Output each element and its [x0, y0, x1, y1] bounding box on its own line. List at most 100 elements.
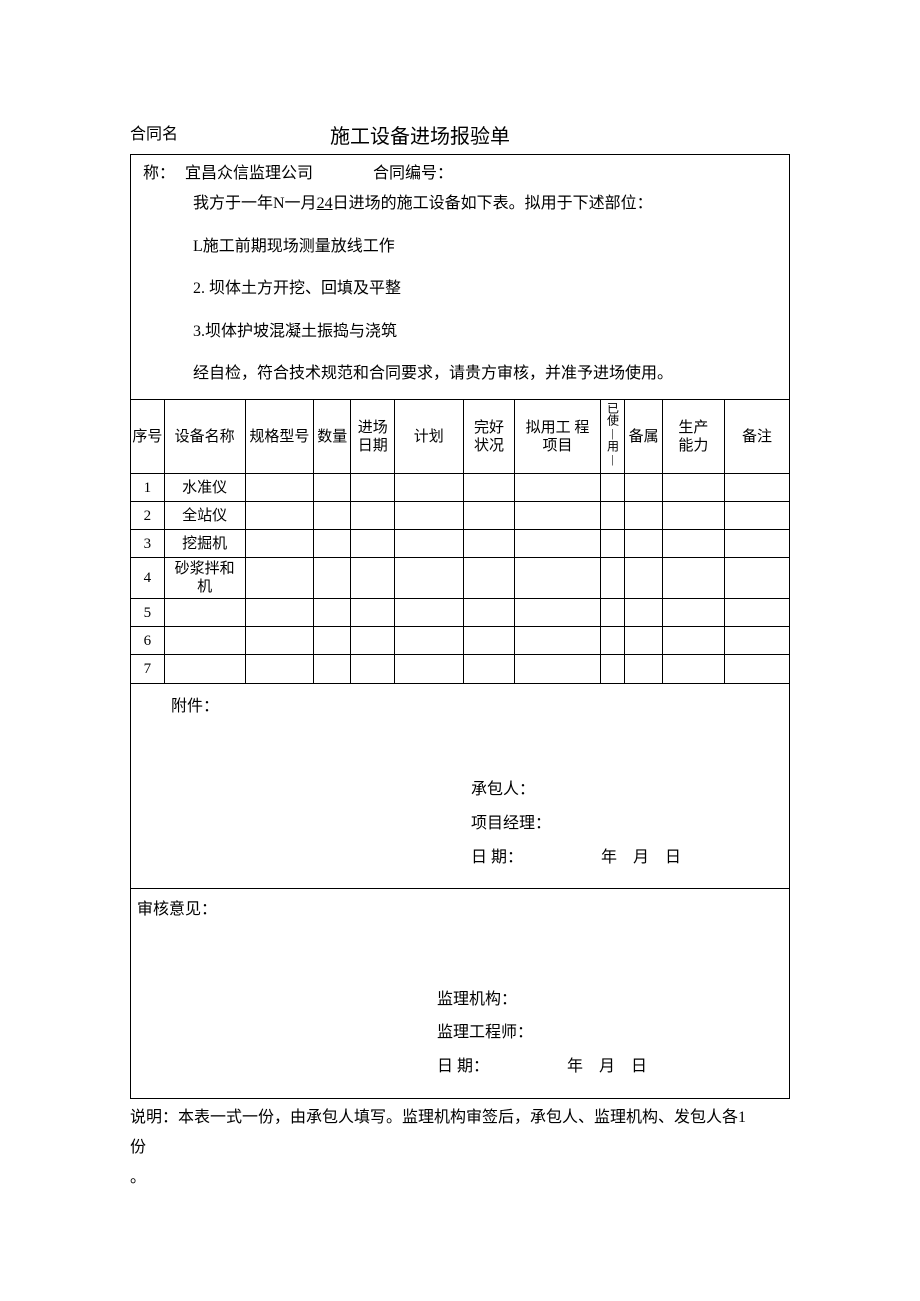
contractor-section: 附件： 承包人： 项目经理： 日 期： 年 月 日 [131, 683, 789, 888]
cell-empty [395, 502, 463, 530]
contractor-date-fill: 年 月 日 [601, 841, 687, 875]
cell-empty [395, 530, 463, 558]
cell-name: 挖掘机 [164, 530, 245, 558]
cell-empty [515, 558, 600, 599]
cell-name: 水准仪 [164, 474, 245, 502]
cell-empty [600, 627, 625, 655]
intro-day: 24 [317, 195, 333, 212]
contract-name-label: 合同名 [130, 120, 178, 144]
cell-empty [463, 502, 515, 530]
supervision-eng-label: 监理工程师： [437, 1016, 547, 1050]
scope-line-1: L施工前期现场测量放线工作 [193, 232, 777, 262]
footer-line-1: 说明：本表一式一份，由承包人填写。监理机构审签后，承包人、监理机构、发包人各1 [130, 1103, 790, 1133]
cell-seq: 3 [131, 530, 164, 558]
cell-empty [395, 599, 463, 627]
contract-no-label: 合同编号： [373, 159, 453, 189]
th-qty: 数量 [314, 400, 351, 474]
intro-pre: 我方于一年N一月 [193, 195, 317, 212]
cell-seq: 7 [131, 655, 164, 683]
cell-empty [725, 599, 789, 627]
cell-empty [395, 558, 463, 599]
cell-name [164, 627, 245, 655]
cell-empty [245, 655, 313, 683]
doc-title: 施工设备进场报验单 [330, 120, 510, 149]
cell-empty [351, 599, 395, 627]
pm-label: 项目经理： [471, 807, 581, 841]
th-date: 进场 日期 [351, 400, 395, 474]
cell-empty [662, 627, 724, 655]
th-proj: 拟用工 程 项目 [515, 400, 600, 474]
th-mid-text: 已使|用| [606, 402, 618, 466]
cell-empty [245, 627, 313, 655]
table-row: 5 [131, 599, 789, 627]
cell-name: 砂浆拌和 机 [164, 558, 245, 599]
cell-empty [395, 627, 463, 655]
review-sign-block: 监理机构： 监理工程师： 日 期： 年 月 日 [437, 983, 771, 1084]
attachment-label: 附件： [171, 690, 771, 724]
cheng-value: 宜昌众信监理公司 [185, 159, 313, 189]
cell-seq: 6 [131, 627, 164, 655]
review-date-label: 日 期： [437, 1050, 547, 1084]
contractor-label: 承包人： [471, 773, 581, 807]
cheng-label: 称： [143, 159, 175, 189]
cell-empty [725, 530, 789, 558]
cell-empty [245, 558, 313, 599]
review-title: 审核意见： [137, 893, 771, 927]
cell-empty [515, 627, 600, 655]
th-note: 备注 [725, 400, 789, 474]
cell-empty [600, 530, 625, 558]
cell-empty [625, 627, 662, 655]
cell-empty [463, 627, 515, 655]
page-root: 合同名 施工设备进场报验单 称： 宜昌众信监理公司 合同编号： 我方于一年N一月… [0, 0, 920, 1254]
equipment-table: 序号 设备名称 规格型号 数量 进场 日期 计划 完好 状况 拟用工 程 项目 … [131, 399, 789, 683]
th-cap: 生产 能力 [662, 400, 724, 474]
table-row: 2全站仪 [131, 502, 789, 530]
cell-empty [314, 655, 351, 683]
cell-empty [725, 627, 789, 655]
scope-line-2: 2. 坝体土方开挖、回填及平整 [193, 274, 777, 304]
cell-empty [625, 599, 662, 627]
cell-empty [625, 530, 662, 558]
table-row: 1水准仪 [131, 474, 789, 502]
cell-seq: 4 [131, 558, 164, 599]
cell-empty [600, 502, 625, 530]
cell-empty [725, 502, 789, 530]
cell-empty [662, 502, 724, 530]
cell-empty [245, 599, 313, 627]
th-cond: 完好 状况 [463, 400, 515, 474]
th-name: 设备名称 [164, 400, 245, 474]
review-date-fill: 年 月 日 [567, 1050, 653, 1084]
cell-seq: 2 [131, 502, 164, 530]
table-row: 6 [131, 627, 789, 655]
cell-empty [351, 655, 395, 683]
cell-empty [351, 502, 395, 530]
cell-empty [515, 502, 600, 530]
cell-empty [463, 558, 515, 599]
cell-empty [463, 530, 515, 558]
cell-empty [662, 530, 724, 558]
table-header-row: 序号 设备名称 规格型号 数量 进场 日期 计划 完好 状况 拟用工 程 项目 … [131, 400, 789, 474]
cell-seq: 5 [131, 599, 164, 627]
cell-empty [395, 474, 463, 502]
cell-name [164, 655, 245, 683]
intro-post: 日进场的施工设备如下表。拟用于下述部位： [333, 195, 653, 212]
cell-empty [625, 502, 662, 530]
table-row: 3挖掘机 [131, 530, 789, 558]
cell-empty [662, 655, 724, 683]
review-section: 审核意见： 监理机构： 监理工程师： 日 期： 年 月 日 [131, 888, 789, 1097]
cell-empty [662, 599, 724, 627]
supervision-org-label: 监理机构： [437, 983, 547, 1017]
cell-empty [314, 627, 351, 655]
cell-empty [351, 530, 395, 558]
cell-empty [463, 474, 515, 502]
footer-note: 说明：本表一式一份，由承包人填写。监理机构审签后，承包人、监理机构、发包人各1 … [130, 1099, 790, 1194]
table-body: 1水准仪2全站仪3挖掘机4砂浆拌和 机567 [131, 474, 789, 683]
cell-empty [351, 627, 395, 655]
header-row: 合同名 施工设备进场报验单 [130, 120, 790, 150]
cell-empty [463, 655, 515, 683]
cell-empty [245, 530, 313, 558]
table-row: 7 [131, 655, 789, 683]
addressee-row: 称： 宜昌众信监理公司 合同编号： [143, 155, 777, 189]
cell-empty [314, 599, 351, 627]
cell-empty [463, 599, 515, 627]
